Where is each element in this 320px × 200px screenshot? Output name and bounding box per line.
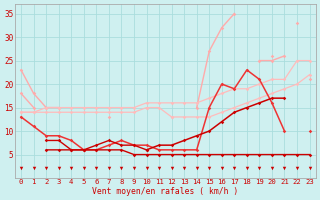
X-axis label: Vent moyen/en rafales ( km/h ): Vent moyen/en rafales ( km/h )	[92, 187, 238, 196]
